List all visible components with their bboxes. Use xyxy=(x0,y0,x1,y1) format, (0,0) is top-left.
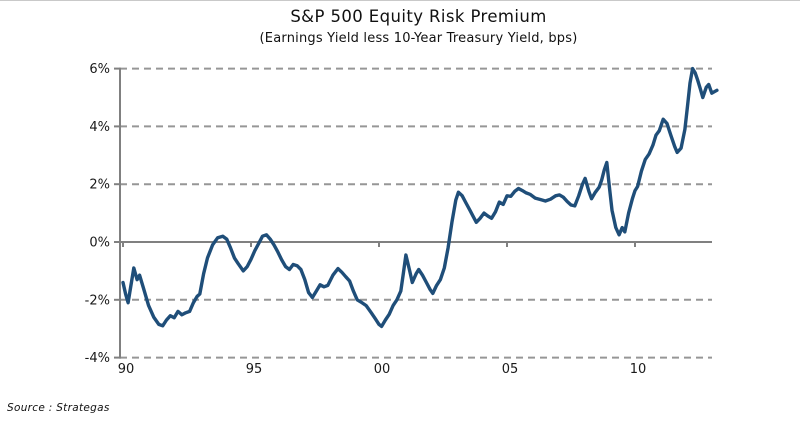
y-axis-label: 0% xyxy=(89,236,110,251)
y-axis-label: 4% xyxy=(89,120,110,135)
series-line-equity-risk-premium xyxy=(121,66,719,329)
x-axis-label: 05 xyxy=(502,362,519,377)
x-axis-label: 10 xyxy=(630,362,647,377)
x-axis-label: 95 xyxy=(246,362,263,377)
y-axis-label: -4% xyxy=(85,351,110,366)
chart-subtitle: (Earnings Yield less 10-Year Treasury Yi… xyxy=(259,31,578,46)
chart-title: S&P 500 Equity Risk Premium xyxy=(290,7,547,26)
source-note: Source : Strategas xyxy=(7,402,110,414)
y-axis-label: 6% xyxy=(89,62,110,77)
y-axis-label: -2% xyxy=(85,293,110,308)
y-axis-label: 2% xyxy=(89,178,110,193)
x-axis-label: 90 xyxy=(118,362,135,377)
x-axis-label: 00 xyxy=(374,362,391,377)
